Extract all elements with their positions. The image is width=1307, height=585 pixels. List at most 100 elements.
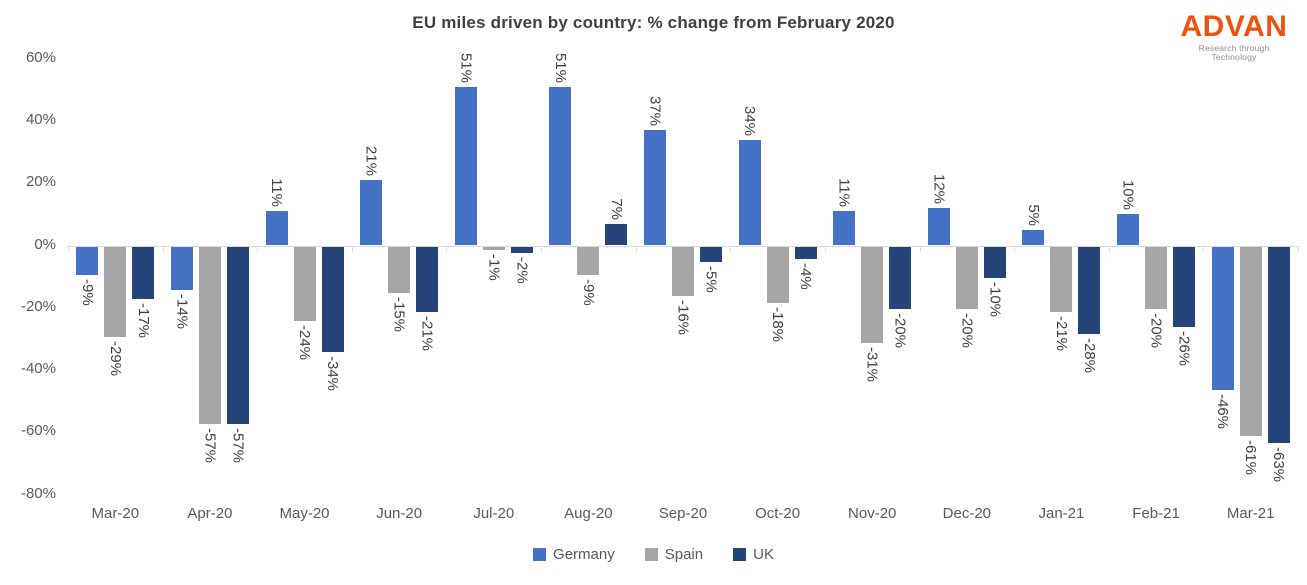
- bar-value-label: 5%: [1024, 204, 1042, 226]
- x-axis-label-jan-21: Jan-21: [1038, 505, 1085, 522]
- bar-value-label: -16%: [674, 300, 692, 336]
- advan-logo-tagline: Research through Technology: [1198, 43, 1270, 62]
- x-axis-label-sep-20: Sep-20: [658, 505, 708, 522]
- legend-swatch-germany: [533, 548, 547, 561]
- bar-uk-mar-21: [1267, 246, 1290, 443]
- bar-spain-jul-20: [482, 246, 505, 250]
- bar-value-label: -63%: [1270, 446, 1288, 482]
- bar-uk-jan-21: [1078, 246, 1101, 334]
- bar-value-label: -18%: [769, 306, 787, 342]
- bar-value-label: 7%: [607, 198, 625, 220]
- legend-swatch-uk: [733, 548, 747, 561]
- y-axis-tick-label: 0%: [34, 235, 56, 253]
- legend-item-germany: Germany: [533, 546, 615, 563]
- y-axis-tick-label: -40%: [20, 360, 56, 378]
- bar-uk-nov-20: [889, 246, 912, 309]
- x-axis-label-dec-20: Dec-20: [942, 505, 992, 522]
- bar-uk-feb-21: [1173, 246, 1196, 328]
- bar-germany-mar-20: [76, 246, 99, 275]
- bar-value-label: 11%: [268, 178, 286, 208]
- bar-uk-jun-20: [416, 246, 439, 312]
- bar-value-label: -57%: [229, 427, 247, 464]
- advan-logo: ADVAN Research through Technology: [1175, 12, 1293, 61]
- x-axis-tick-mark: [824, 245, 826, 251]
- x-axis-label-mar-20: Mar-20: [91, 505, 140, 522]
- y-axis-tick-label: -80%: [20, 484, 56, 502]
- bar-uk-sep-20: [700, 246, 722, 263]
- x-axis-label-feb-21: Feb-21: [1132, 505, 1180, 522]
- bar-value-label: 21%: [362, 146, 380, 177]
- legend-item-uk: UK: [733, 546, 774, 563]
- bar-value-label: -15%: [390, 297, 408, 333]
- bar-spain-aug-20: [577, 246, 600, 275]
- bar-germany-jul-20: [454, 86, 477, 246]
- bar-value-label: -21%: [418, 315, 436, 351]
- x-axis-label-aug-20: Aug-20: [564, 505, 613, 522]
- bar-uk-may-20: [321, 246, 344, 353]
- bar-value-label: -14%: [173, 294, 191, 330]
- bar-germany-may-20: [265, 211, 288, 246]
- bar-spain-mar-21: [1239, 246, 1262, 437]
- bar-value-label: -31%: [863, 347, 881, 383]
- y-axis-tick-label: 40%: [25, 110, 56, 128]
- bar-spain-apr-20: [198, 246, 221, 424]
- bar-value-label: -26%: [1175, 331, 1193, 367]
- x-axis-tick-mark: [257, 245, 259, 251]
- bar-value-label: -4%: [797, 262, 815, 290]
- bar-value-label: -28%: [1080, 337, 1098, 373]
- bar-germany-sep-20: [644, 130, 666, 246]
- bar-uk-apr-20: [226, 246, 249, 424]
- x-axis-tick-mark: [351, 245, 353, 251]
- x-axis-label-mar-21: Mar-21: [1226, 505, 1275, 522]
- x-axis-tick-mark: [1203, 245, 1205, 251]
- x-axis-label-nov-20: Nov-20: [848, 505, 897, 522]
- bar-spain-jan-21: [1050, 246, 1073, 312]
- bar-uk-mar-20: [132, 246, 155, 300]
- bar-value-label: -9%: [579, 278, 597, 306]
- bar-spain-sep-20: [672, 246, 694, 297]
- bar-uk-aug-20: [605, 223, 628, 246]
- bar-value-label: -46%: [1214, 393, 1232, 429]
- bar-value-label: -21%: [1052, 315, 1070, 351]
- bar-value-label: -29%: [106, 340, 124, 376]
- x-axis-line: [68, 245, 1298, 247]
- bar-uk-oct-20: [794, 246, 817, 259]
- legend-label-spain: Spain: [664, 546, 704, 563]
- bar-value-label: -1%: [485, 253, 503, 281]
- bar-value-label: 51%: [551, 52, 569, 83]
- bar-value-label: -10%: [986, 281, 1004, 317]
- x-axis-tick-mark: [730, 245, 732, 251]
- x-axis-tick-mark: [162, 245, 164, 251]
- x-axis-label-jun-20: Jun-20: [376, 505, 423, 522]
- bar-germany-dec-20: [927, 208, 950, 246]
- x-axis-tick-mark: [1108, 245, 1110, 251]
- bar-spain-dec-20: [955, 246, 978, 309]
- x-axis-label-may-20: May-20: [279, 505, 330, 522]
- y-axis-tick-label: 60%: [25, 48, 56, 66]
- bar-value-label: -9%: [78, 278, 96, 306]
- legend-swatch-spain: [644, 548, 658, 561]
- x-axis-label-apr-20: Apr-20: [187, 505, 233, 522]
- bar-germany-oct-20: [738, 139, 761, 246]
- x-axis-tick-mark: [1014, 245, 1016, 251]
- bar-germany-jan-21: [1022, 229, 1045, 246]
- bar-value-label: 37%: [646, 96, 664, 127]
- x-axis-tick-mark: [1298, 245, 1299, 251]
- bar-value-label: -2%: [513, 256, 531, 284]
- bar-value-label: -57%: [201, 427, 219, 464]
- bar-value-label: 51%: [457, 52, 475, 83]
- bar-spain-may-20: [293, 246, 316, 322]
- legend-label-germany: Germany: [553, 546, 615, 563]
- bar-uk-dec-20: [983, 246, 1006, 278]
- bar-germany-aug-20: [549, 86, 572, 246]
- x-axis-label-jul-20: Jul-20: [473, 505, 515, 522]
- bar-value-label: -61%: [1242, 440, 1260, 476]
- bar-value-label: -24%: [296, 325, 314, 361]
- bar-germany-feb-21: [1117, 214, 1140, 246]
- x-axis-tick-mark: [541, 245, 543, 251]
- bar-value-label: -20%: [1147, 312, 1165, 348]
- bar-value-label: 10%: [1119, 180, 1137, 211]
- bar-spain-nov-20: [861, 246, 884, 344]
- bar-germany-jun-20: [360, 180, 383, 246]
